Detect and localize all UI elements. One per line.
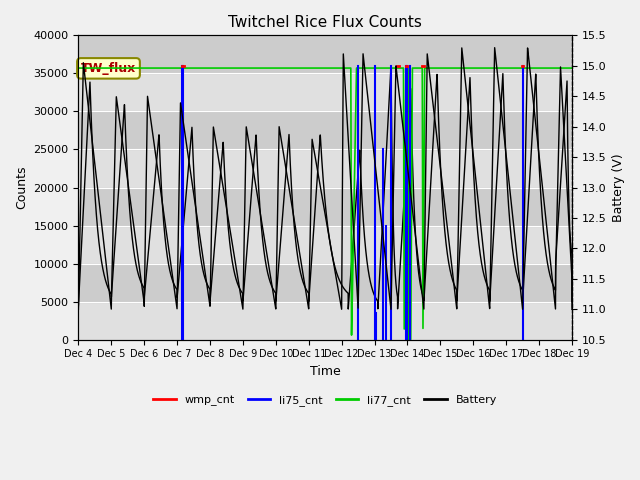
Text: TW_flux: TW_flux xyxy=(81,62,136,75)
Legend: wmp_cnt, li75_cnt, li77_cnt, Battery: wmp_cnt, li75_cnt, li77_cnt, Battery xyxy=(149,391,501,410)
Bar xyxy=(79,111,572,149)
Title: Twitchel Rice Flux Counts: Twitchel Rice Flux Counts xyxy=(228,15,422,30)
Bar xyxy=(79,36,572,73)
Bar xyxy=(79,188,572,226)
Bar xyxy=(79,264,572,302)
Y-axis label: Counts: Counts xyxy=(15,166,28,209)
Y-axis label: Battery (V): Battery (V) xyxy=(612,153,625,222)
X-axis label: Time: Time xyxy=(310,365,340,378)
